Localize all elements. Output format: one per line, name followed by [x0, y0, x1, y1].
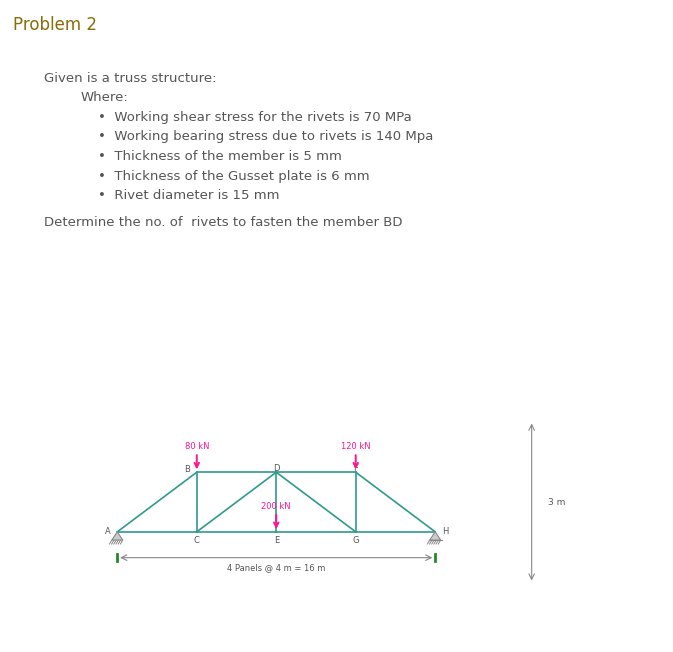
Polygon shape — [112, 532, 122, 540]
Text: Determine the no. of  rivets to fasten the member BD: Determine the no. of rivets to fasten th… — [44, 216, 402, 230]
Text: 3 m: 3 m — [548, 497, 566, 507]
Text: A: A — [104, 527, 110, 537]
Polygon shape — [430, 532, 441, 540]
Text: 80 kN: 80 kN — [184, 442, 209, 451]
Text: F: F — [353, 464, 358, 473]
Text: Where:: Where: — [81, 91, 129, 104]
Text: •  Thickness of the member is 5 mm: • Thickness of the member is 5 mm — [98, 150, 341, 163]
Text: D: D — [273, 464, 279, 473]
Text: Given is a truss structure:: Given is a truss structure: — [44, 72, 216, 85]
Text: •  Thickness of the Gusset plate is 6 mm: • Thickness of the Gusset plate is 6 mm — [98, 170, 369, 183]
Text: G: G — [353, 537, 359, 545]
Text: B: B — [184, 465, 190, 474]
Text: 4 Panels @ 4 m = 16 m: 4 Panels @ 4 m = 16 m — [227, 563, 326, 572]
Text: •  Rivet diameter is 15 mm: • Rivet diameter is 15 mm — [98, 189, 279, 202]
Text: H: H — [442, 527, 448, 537]
Text: •  Working shear stress for the rivets is 70 MPa: • Working shear stress for the rivets is… — [98, 111, 411, 124]
Text: C: C — [194, 537, 200, 545]
Text: E: E — [274, 537, 279, 545]
Text: •  Working bearing stress due to rivets is 140 Mpa: • Working bearing stress due to rivets i… — [98, 130, 433, 143]
Text: 120 kN: 120 kN — [341, 442, 371, 451]
Text: Problem 2: Problem 2 — [13, 16, 98, 35]
Text: 200 kN: 200 kN — [261, 502, 291, 511]
